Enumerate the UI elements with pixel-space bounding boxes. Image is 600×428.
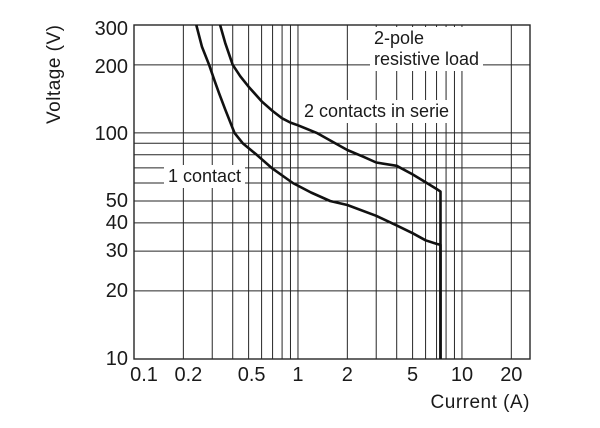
y-tick-label: 40	[105, 211, 128, 234]
x-tick-label: 10	[450, 364, 474, 386]
y-tick-label: 100	[94, 122, 128, 145]
x-tick-label: 5	[407, 364, 419, 386]
curve-1-contact	[195, 24, 442, 359]
y-tick-label: 30	[105, 240, 128, 263]
x-tick-label: 0.1	[130, 364, 158, 386]
x-axis-title: Current (A)	[430, 392, 530, 413]
series2-label: 2 contacts in serie	[300, 100, 454, 123]
y-tick-label: 200	[94, 55, 128, 78]
x-tick-label: 0.5	[237, 364, 266, 386]
y-tick-label: 50	[105, 189, 128, 212]
x-tick-label: 0.2	[174, 364, 203, 386]
curve-2-contacts-in-serie	[218, 24, 442, 359]
x-tick-label: 2	[341, 364, 353, 386]
y-tick-label: 20	[105, 279, 128, 302]
series1-label: 1 contact	[164, 165, 246, 188]
y-tick-label: 10	[105, 348, 128, 370]
x-tick-label: 1	[292, 364, 304, 386]
y-tick-label: 300	[94, 18, 128, 40]
plot-border	[133, 24, 531, 360]
x-tick-label: 20	[500, 364, 523, 386]
load-label: 2-pole resistive load	[370, 27, 484, 71]
